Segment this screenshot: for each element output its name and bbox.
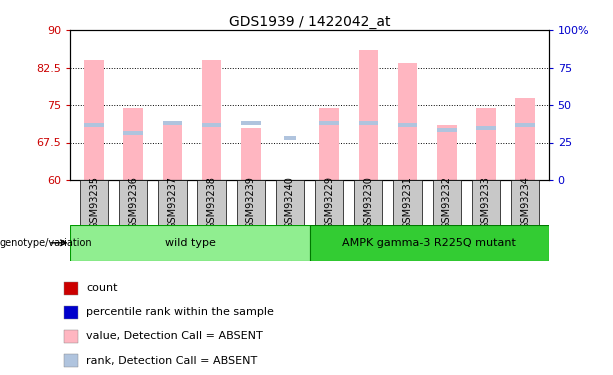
- Text: GSM93233: GSM93233: [481, 176, 491, 229]
- Bar: [80, 180, 108, 225]
- Bar: [516, 123, 535, 127]
- Bar: [237, 180, 265, 225]
- Bar: [359, 120, 378, 124]
- Text: genotype/variation: genotype/variation: [0, 238, 93, 248]
- Bar: [241, 120, 261, 124]
- Bar: [354, 180, 383, 225]
- Text: GSM93240: GSM93240: [285, 176, 295, 229]
- Text: GSM93239: GSM93239: [246, 176, 256, 229]
- Title: GDS1939 / 1422042_at: GDS1939 / 1422042_at: [229, 15, 390, 29]
- Text: GSM93232: GSM93232: [442, 176, 452, 229]
- Text: GSM93236: GSM93236: [128, 176, 138, 229]
- Bar: [437, 128, 457, 132]
- Text: GSM93230: GSM93230: [364, 176, 373, 229]
- Bar: [162, 120, 182, 124]
- Bar: [319, 108, 339, 180]
- Bar: [84, 60, 104, 180]
- Bar: [64, 282, 78, 295]
- Bar: [123, 130, 143, 135]
- Bar: [202, 60, 221, 180]
- Text: rank, Detection Call = ABSENT: rank, Detection Call = ABSENT: [86, 356, 257, 366]
- Text: percentile rank within the sample: percentile rank within the sample: [86, 308, 274, 317]
- Bar: [202, 123, 221, 127]
- Bar: [319, 120, 339, 124]
- Text: GSM93237: GSM93237: [167, 176, 177, 229]
- Text: value, Detection Call = ABSENT: value, Detection Call = ABSENT: [86, 332, 263, 341]
- Bar: [64, 306, 78, 319]
- Bar: [84, 123, 104, 127]
- Text: GSM93229: GSM93229: [324, 176, 334, 229]
- Bar: [398, 63, 417, 180]
- Bar: [433, 180, 461, 225]
- Bar: [398, 123, 417, 127]
- Bar: [476, 108, 496, 180]
- Bar: [119, 180, 147, 225]
- Bar: [394, 180, 422, 225]
- Text: count: count: [86, 283, 118, 293]
- Text: GSM93231: GSM93231: [403, 176, 413, 229]
- Bar: [359, 50, 378, 180]
- Bar: [123, 108, 143, 180]
- Text: GSM93235: GSM93235: [89, 176, 99, 229]
- Text: AMPK gamma-3 R225Q mutant: AMPK gamma-3 R225Q mutant: [342, 238, 516, 248]
- Bar: [197, 180, 226, 225]
- Text: GSM93238: GSM93238: [207, 176, 216, 229]
- Bar: [511, 180, 539, 225]
- Bar: [472, 180, 500, 225]
- Text: GSM93234: GSM93234: [520, 176, 530, 229]
- Text: wild type: wild type: [165, 238, 215, 248]
- Bar: [70, 225, 310, 261]
- Bar: [162, 125, 182, 180]
- Bar: [516, 98, 535, 180]
- Bar: [437, 125, 457, 180]
- Bar: [310, 225, 549, 261]
- Bar: [476, 126, 496, 129]
- Bar: [64, 330, 78, 343]
- Bar: [64, 354, 78, 367]
- Bar: [284, 135, 296, 140]
- Bar: [276, 180, 304, 225]
- Bar: [158, 180, 186, 225]
- Bar: [315, 180, 343, 225]
- Bar: [241, 128, 261, 180]
